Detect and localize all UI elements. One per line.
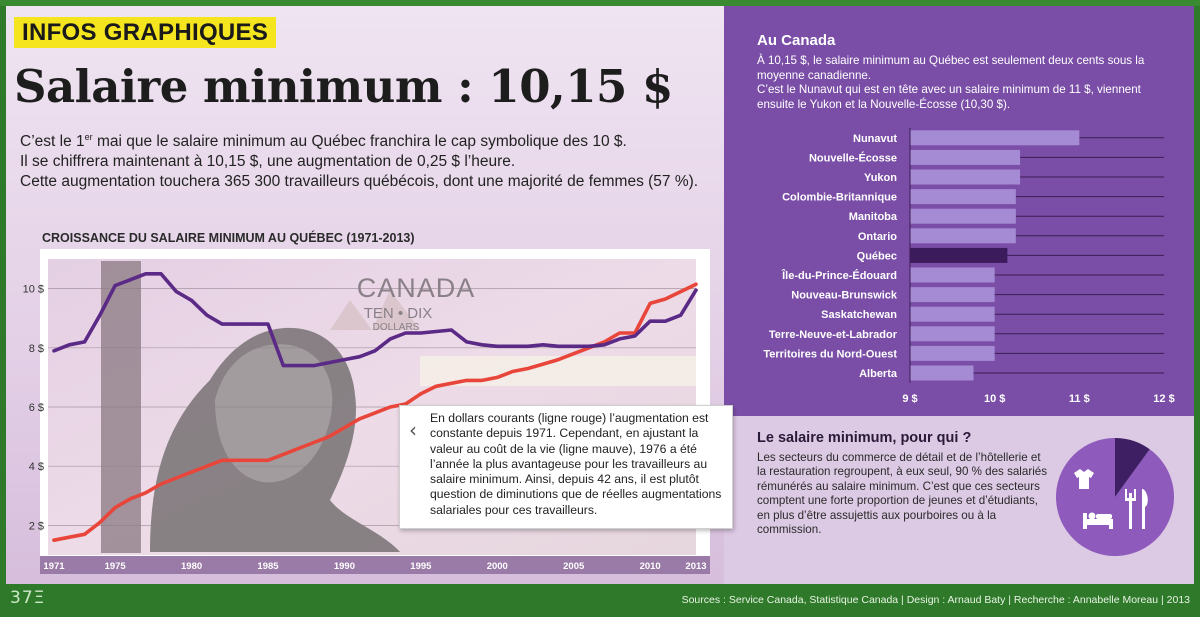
province-label: Alberta <box>859 368 898 380</box>
bar-qu-bec <box>910 247 1008 263</box>
bar-colombie-britannique <box>910 189 1016 205</box>
sector-pie-chart <box>1056 438 1174 556</box>
x-tick-label: 2013 <box>685 561 706 572</box>
x-tick-label: 2010 <box>640 561 661 572</box>
mountain-shape <box>330 290 420 330</box>
bar-ontario <box>910 228 1016 244</box>
bar-saskatchewan <box>910 306 995 322</box>
who-title: Le salaire minimum, pour qui ? <box>757 430 972 446</box>
line-chart-x-ticks: 1971 1975 1980 1985 1990 1995 2000 2005 2010 2013 <box>43 561 706 572</box>
chevron-left-icon: ‹ <box>409 418 417 442</box>
canada-text-2: C’est le Nunavut qui est en tête avec un… <box>757 83 1141 111</box>
line-chart-series <box>52 271 698 543</box>
chart-callout: ‹ En dollars courants (ligne rouge) l’au… <box>399 405 733 529</box>
x-tick-label: 1995 <box>410 561 432 572</box>
bar-x-tick-label: 9 $ <box>902 393 917 405</box>
cutlery-icon <box>1125 489 1148 529</box>
real-wage-line <box>52 271 698 368</box>
x-tick-label: 1990 <box>334 561 355 572</box>
section-tag-label: INFOS GRAPHIQUES <box>22 19 269 46</box>
page-title: Salaire minimum : 10,15 $ <box>14 60 673 113</box>
tshirt-icon <box>1074 469 1094 489</box>
page-number: 37Ξ <box>10 588 46 608</box>
province-label: Nouvelle-Écosse <box>809 151 897 164</box>
province-label: Manitoba <box>849 211 898 223</box>
x-tick-label: 1975 <box>105 561 127 572</box>
banknote-unit: DOLLARS <box>373 322 420 333</box>
bar--le-du-prince-douard <box>910 267 995 283</box>
bar-x-tick-label: 11 $ <box>1069 393 1090 405</box>
x-tick-label: 1985 <box>257 561 279 572</box>
x-tick-label: 2000 <box>487 561 508 572</box>
y-tick-label: 4 $ <box>29 461 44 473</box>
lead-line-1: C’est le 1er mai que le salaire minimum … <box>20 132 627 151</box>
bar-nunavut <box>910 130 1080 146</box>
province-label: Nouveau-Brunswick <box>791 290 898 302</box>
footer-bar <box>0 584 1200 617</box>
lead-paragraph: C’est le 1er mai que le salaire minimum … <box>20 127 710 192</box>
canada-text-1: À 10,15 $, le salaire minimum au Québec … <box>757 54 1145 82</box>
pie-slices <box>1056 438 1174 556</box>
bar-x-tick-label: 12 $ <box>1153 393 1174 405</box>
line-chart-title: CROISSANCE DU SALAIRE MINIMUM AU QUÉBEC … <box>42 231 415 245</box>
lead-line-2: Il se chiffrera maintenant à 10,15 $, un… <box>20 153 516 171</box>
banknote-denomination: TEN • DIX <box>364 305 433 322</box>
x-tick-label: 1971 <box>43 561 65 572</box>
lead-line-3: Cette augmentation touchera 365 300 trav… <box>20 173 699 191</box>
province-label: Colombie-Britannique <box>782 192 897 204</box>
province-label: Île-du-Prince-Édouard <box>781 269 897 282</box>
banknote-country: CANADA <box>357 273 476 303</box>
y-tick-label: 8 $ <box>29 343 44 355</box>
canada-title: Au Canada <box>757 32 836 49</box>
province-label: Yukon <box>864 172 897 184</box>
x-axis-band <box>40 556 710 574</box>
province-label: Nunavut <box>853 133 897 145</box>
bar-nouvelle-cosse <box>910 149 1021 165</box>
province-label: Territoires du Nord-Ouest <box>763 348 897 360</box>
x-tick-label: 1980 <box>181 561 202 572</box>
pie-slice-other <box>1115 438 1150 497</box>
who-text: Les secteurs du commerce de détail et de… <box>757 451 1048 537</box>
bar-manitoba <box>910 208 1016 224</box>
province-label: Ontario <box>858 231 897 243</box>
y-tick-label: 10 $ <box>23 284 44 296</box>
bar-territoires-du-nord-ouest <box>910 345 995 361</box>
top-border <box>0 0 1200 6</box>
canada-text: À 10,15 $, le salaire minimum au Québec … <box>757 54 1177 112</box>
bed-icon <box>1083 512 1113 529</box>
banknote-text: CANADA TEN • DIX DOLLARS <box>357 273 476 333</box>
bar-alberta <box>910 365 974 381</box>
bar-yukon <box>910 169 1021 185</box>
sources-credit: Sources : Service Canada, Statistique Ca… <box>681 594 1190 606</box>
bar-x-tick-label: 10 $ <box>984 393 1005 405</box>
province-label: Québec <box>857 250 897 262</box>
section-tag: INFOS GRAPHIQUES <box>14 17 277 48</box>
callout-text: En dollars courants (ligne rouge) l’augm… <box>430 411 722 517</box>
y-tick-label: 6 $ <box>29 402 44 414</box>
x-tick-label: 2005 <box>563 561 585 572</box>
province-label: Terre-Neuve-et-Labrador <box>769 329 898 341</box>
bar-terre-neuve-et-labrador <box>910 326 995 342</box>
line-chart-y-ticks: 2 $ 4 $ 6 $ 8 $ 10 $ <box>23 284 44 533</box>
y-tick-label: 2 $ <box>29 520 44 532</box>
bar-nouveau-brunswick <box>910 287 995 303</box>
province-label: Saskatchewan <box>821 309 897 321</box>
